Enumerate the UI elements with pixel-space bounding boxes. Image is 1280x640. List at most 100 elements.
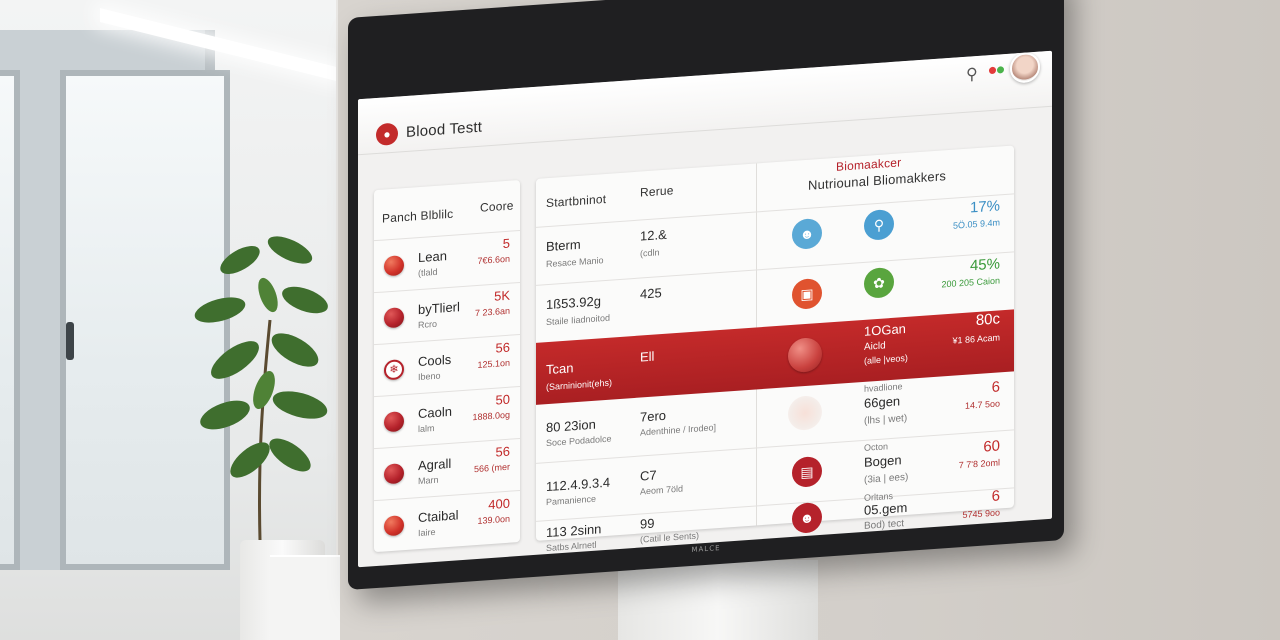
item-value: 56 — [495, 339, 510, 356]
report-icon: ▤ — [792, 455, 822, 488]
row-name: Tcan — [546, 360, 574, 378]
row-value: 60 — [983, 437, 1000, 456]
search-user-icon: ⚲ — [864, 208, 894, 241]
leaf-icon: ✿ — [864, 266, 894, 299]
clipboard-icon: ▣ — [792, 277, 822, 310]
row-name-sub: Staile Iiadnoitod — [546, 312, 611, 328]
row-label-sub: Aicld — [864, 340, 886, 353]
item-sub: Iaire — [418, 526, 436, 539]
marker-icon — [384, 463, 404, 485]
row-label-sub2: (alle |veos) — [864, 352, 908, 366]
row-range: Ell — [640, 348, 655, 365]
row-range-sub: (Catil le Sents) — [640, 530, 700, 545]
column-header-range: Rerue — [640, 183, 674, 200]
row-name: Bterm — [546, 236, 581, 255]
row-label-sub: Octon — [864, 441, 889, 453]
item-value: 400 — [488, 495, 510, 513]
row-name-sub: Pamanience — [546, 493, 597, 508]
row-value: 6 — [991, 378, 1000, 396]
row-label: 66gen — [864, 393, 901, 411]
row-label: Bogen — [864, 452, 902, 470]
avatar[interactable] — [1010, 51, 1040, 84]
row-name: 80 23ion — [546, 416, 596, 436]
row-percent: 17% — [969, 197, 1000, 217]
cabinet — [270, 555, 340, 640]
marker-icon — [788, 336, 822, 374]
row-name: 1ß53.92g — [546, 293, 601, 313]
row-label-sub2: (lhs | wet) — [864, 412, 908, 427]
marker-icon — [384, 411, 404, 433]
list-item[interactable]: Ctaibal Iaire 400 139.0on — [374, 489, 520, 553]
row-name-sub: Resace Manio — [546, 255, 604, 270]
row-percent: 45% — [969, 255, 1000, 275]
biomarker-subtitle: Nutriounal Bliomakkers — [808, 168, 947, 193]
item-value-sub: 1888.0og — [472, 409, 510, 423]
item-value: 56 — [495, 443, 510, 460]
row-value: 80c — [975, 310, 1000, 330]
background-window — [0, 30, 230, 570]
item-sub: (tlald — [418, 266, 438, 279]
item-sub: Marn — [418, 474, 439, 487]
row-range: 12.& — [640, 226, 667, 244]
item-value: 5K — [494, 287, 510, 304]
item-label: Cools — [418, 351, 452, 370]
row-value-sub: 14.7 5oo — [964, 398, 1000, 411]
item-label: Caoln — [418, 403, 452, 422]
row-percent-sub: 200 205 Caion — [941, 275, 1000, 290]
column-header-name: Startbninot — [546, 191, 607, 211]
item-value-sub: 566 (mer — [473, 461, 510, 475]
row-value: 6 — [991, 487, 1000, 505]
row-name: 112.4.9.3.4 — [546, 474, 611, 495]
marker-icon — [384, 255, 404, 277]
row-value-sub: 7 7'8 2oml — [958, 457, 1000, 471]
item-value: 50 — [495, 391, 510, 408]
row-range: 425 — [640, 285, 662, 302]
row-value-sub: ¥1 86 Acam — [952, 332, 1000, 346]
row-range: C7 — [640, 467, 657, 484]
blood-drop-icon: ● — [376, 122, 398, 147]
biomarker-table-card: Startbninot Rerue Biomaakcer Nutriounal … — [536, 145, 1014, 568]
row-range-sub: (cdln — [640, 247, 660, 259]
item-value-sub: 7€6.6on — [477, 253, 510, 266]
row-label-sub: hvadlione — [864, 381, 903, 394]
item-label: Agrall — [418, 455, 452, 474]
team-icon: ☻ — [792, 217, 822, 250]
online-status-dot — [997, 66, 1004, 74]
item-value-sub: 125.1on — [477, 357, 510, 370]
item-sub: lalm — [418, 422, 435, 435]
row-value-sub: 5745 9oo — [962, 507, 1000, 521]
item-label: Lean — [418, 248, 447, 266]
row-name-sub: (Sarninionit(ehs) — [546, 377, 613, 393]
monitor-stand — [618, 560, 818, 640]
notification-dot — [989, 66, 996, 75]
marker-icon — [384, 307, 404, 329]
row-label-sub2: (3ia | ees) — [864, 471, 909, 486]
column-header-panel: Panch Blblilc — [382, 206, 454, 226]
virus-icon: ❄ — [384, 359, 404, 381]
monitor: MALCE ● Blood Testt ⚲ Panch Blblilc Coor… — [348, 0, 1064, 591]
item-sub: Ibeno — [418, 370, 441, 383]
row-range-sub: Adenthine / Irodeo] — [640, 422, 717, 438]
item-sub: Rcro — [418, 318, 438, 331]
row-percent-sub: 5Ö.05 9.4m — [952, 217, 1000, 231]
row-label-sub2: Bod) tect — [864, 518, 905, 532]
window-handle — [66, 322, 74, 360]
row-name-sub: Soce Podadolce — [546, 433, 612, 449]
user-icon[interactable]: ⚲ — [966, 65, 978, 84]
row-range: 7ero — [640, 407, 667, 425]
item-label: Ctaibal — [418, 507, 459, 526]
panel-summary-card: Panch Blblilc Coore Lean (tlald 5 7€6.6o… — [374, 179, 520, 553]
item-value-sub: 139.0on — [477, 513, 510, 526]
row-range: 99 — [640, 515, 655, 532]
app-title: Blood Testt — [406, 118, 483, 141]
row-name-sub: Satbs Alrnetl — [546, 539, 597, 554]
item-label: byTlierl — [418, 299, 460, 318]
column-header-score: Coore — [480, 198, 514, 215]
row-name: 113 2sinn — [546, 521, 602, 541]
row-label: 05.gem — [864, 499, 908, 518]
person-icon: ☻ — [792, 501, 822, 534]
top-bar: ● Blood Testt ⚲ — [358, 50, 1052, 156]
screen: ● Blood Testt ⚲ Panch Blblilc Coore Lean… — [358, 50, 1052, 568]
window-pane-left — [0, 70, 20, 570]
row-label: 1OGan — [864, 320, 906, 339]
